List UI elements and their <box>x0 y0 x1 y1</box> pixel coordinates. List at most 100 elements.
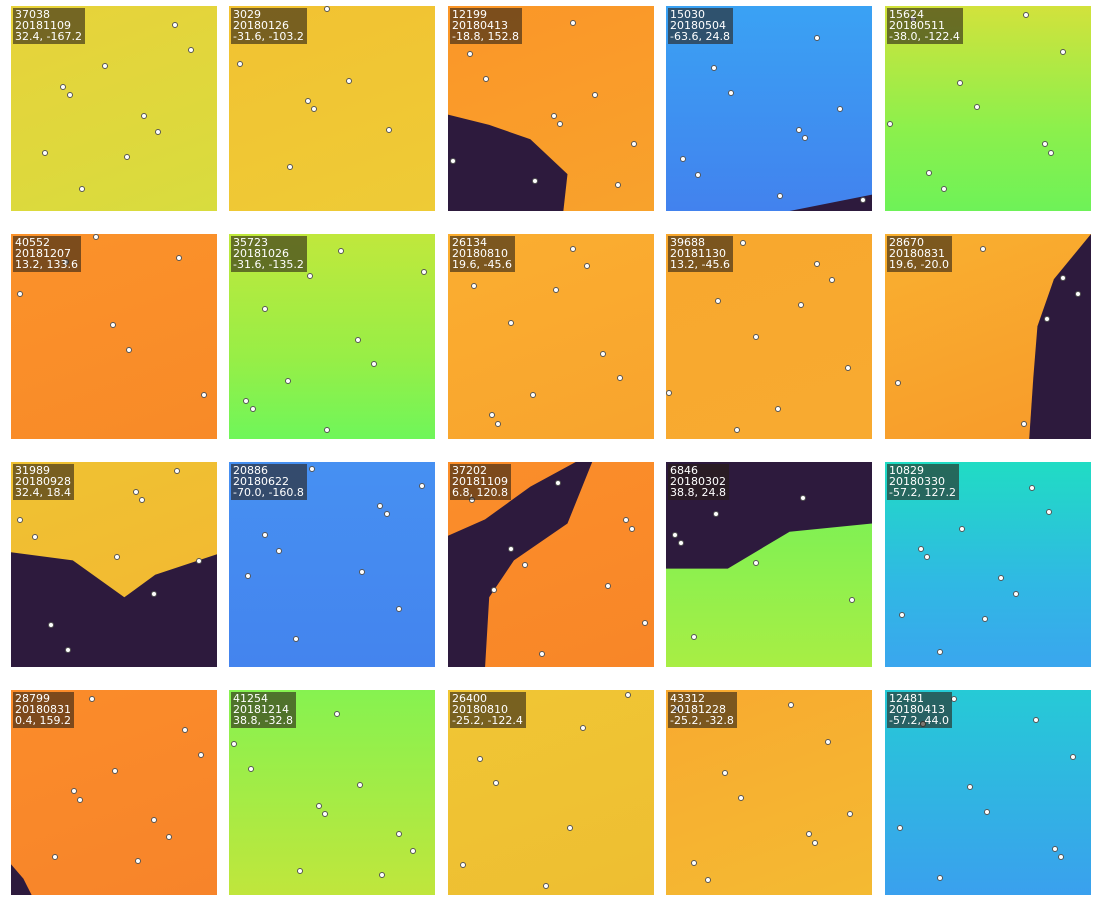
map-tile: 31989 20180928 32.4, 18.4 <box>11 462 217 667</box>
tile-label: 20886 20180622 -70.0, -160.8 <box>231 464 307 500</box>
tile-id: 37202 <box>452 464 487 477</box>
observation-dot <box>924 554 931 561</box>
observation-dot <box>713 511 720 518</box>
map-tile: 12199 20180413 -18.8, 152.8 <box>448 6 654 211</box>
tile-label: 12199 20180413 -18.8, 152.8 <box>450 8 522 44</box>
observation-dot <box>410 847 417 854</box>
tile-coords: 38.8, -32.8 <box>233 714 293 727</box>
observation-dot <box>17 291 24 298</box>
tile-id: 43312 <box>670 692 705 705</box>
observation-dot <box>940 186 947 193</box>
observation-dot <box>959 525 966 532</box>
observation-dot <box>895 379 902 386</box>
observation-dot <box>66 92 73 99</box>
observation-dot <box>752 560 759 567</box>
observation-dot <box>694 172 701 179</box>
observation-dot <box>616 375 623 382</box>
tile-label: 35723 20181026 -31.6, -135.2 <box>231 236 307 272</box>
observation-dot <box>727 90 734 97</box>
observation-dot <box>775 406 782 413</box>
observation-dot <box>569 246 576 253</box>
map-tile: 43312 20181228 -25.2, -32.8 <box>666 690 872 895</box>
tile-date: 20180831 <box>15 703 71 716</box>
map-tile: 28670 20180831 19.6, -20.0 <box>885 234 1091 439</box>
tile-coords: -70.0, -160.8 <box>233 486 304 499</box>
observation-dot <box>165 833 172 840</box>
observation-dot <box>806 831 813 838</box>
map-tile: 3029 20180126 -31.6, -103.2 <box>229 6 435 211</box>
observation-dot <box>631 141 638 148</box>
map-tile: 26134 20180810 19.6, -45.6 <box>448 234 654 439</box>
observation-dot <box>491 587 498 594</box>
tile-label: 10829 20180330 -57.2, 127.2 <box>887 464 959 500</box>
observation-dot <box>847 810 854 817</box>
observation-dot <box>897 825 904 832</box>
tile-id: 20886 <box>233 464 268 477</box>
observation-dot <box>1020 420 1027 427</box>
observation-dot <box>181 726 188 733</box>
observation-dot <box>801 135 808 142</box>
observation-dot <box>899 611 906 618</box>
map-tile: 6846 20180302 38.8, 24.8 <box>666 462 872 667</box>
observation-dot <box>175 254 182 261</box>
observation-dot <box>151 817 158 824</box>
observation-dot <box>981 615 988 622</box>
tile-date: 20180413 <box>889 703 945 716</box>
tile-id: 41254 <box>233 692 268 705</box>
observation-dot <box>1070 753 1077 760</box>
tile-id: 28670 <box>889 236 924 249</box>
observation-dot <box>247 765 254 772</box>
observation-dot <box>1047 149 1054 156</box>
tile-coords: -57.2, 44.0 <box>889 714 949 727</box>
tile-id: 39688 <box>670 236 705 249</box>
observation-dot <box>532 178 539 185</box>
observation-dot <box>936 874 943 881</box>
observation-dot <box>1060 49 1067 56</box>
observation-dot <box>812 839 819 846</box>
observation-dot <box>917 546 924 553</box>
observation-dot <box>733 426 740 433</box>
observation-dot <box>383 511 390 518</box>
observation-dot <box>173 468 180 475</box>
tile-date: 20180413 <box>452 19 508 32</box>
tile-id: 3029 <box>233 8 261 21</box>
tile-label: 39688 20181130 13.2, -45.6 <box>668 236 733 272</box>
map-tile: 15624 20180511 -38.0, -122.4 <box>885 6 1091 211</box>
observation-dot <box>1033 716 1040 723</box>
tile-date: 20180302 <box>670 475 726 488</box>
observation-dot <box>64 646 71 653</box>
tile-date: 20181214 <box>233 703 289 716</box>
tile-date: 20180622 <box>233 475 289 488</box>
tile-id: 15030 <box>670 8 705 21</box>
tile-label: 31989 20180928 32.4, 18.4 <box>13 464 74 500</box>
observation-dot <box>542 882 549 889</box>
tile-coords: 19.6, -45.6 <box>452 258 512 271</box>
observation-dot <box>466 51 473 58</box>
observation-dot <box>859 196 866 203</box>
observation-dot <box>711 65 718 72</box>
tile-coords: -31.6, -103.2 <box>233 30 304 43</box>
observation-dot <box>52 854 59 860</box>
tile-coords: 0.4, 159.2 <box>15 714 71 727</box>
observation-dot <box>237 61 244 68</box>
observation-dot <box>530 391 537 398</box>
tile-coords: -25.2, -122.4 <box>452 714 523 727</box>
observation-dot <box>973 104 980 111</box>
map-tile: 37202 20181109 6.8, 120.8 <box>448 462 654 667</box>
tile-coords: -31.6, -135.2 <box>233 258 304 271</box>
tile-coords: 6.8, 120.8 <box>452 486 508 499</box>
tile-coords: -38.0, -122.4 <box>889 30 960 43</box>
observation-dot <box>957 79 964 86</box>
observation-dot <box>967 784 974 791</box>
tile-coords: 38.8, 24.8 <box>670 486 726 499</box>
tile-label: 26400 20180810 -25.2, -122.4 <box>450 692 526 728</box>
observation-dot <box>557 120 564 127</box>
observation-dot <box>690 860 697 867</box>
observation-dot <box>196 558 203 565</box>
observation-dot <box>111 767 118 774</box>
tile-id: 40552 <box>15 236 50 249</box>
observation-dot <box>495 420 502 427</box>
tile-id: 26134 <box>452 236 487 249</box>
observation-dot <box>354 336 361 343</box>
observation-dot <box>797 301 804 308</box>
